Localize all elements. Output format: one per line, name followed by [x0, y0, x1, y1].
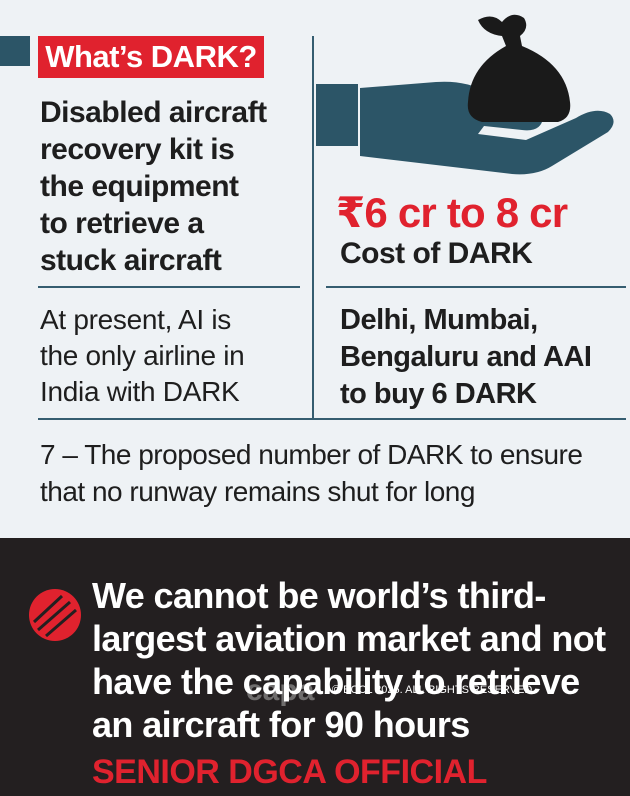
section-tag: What’s DARK? — [38, 36, 264, 78]
cost-amount: ₹6 cr to 8 cr — [336, 189, 568, 236]
cost-label: Cost of DARK — [340, 237, 533, 270]
definition-text: Disabled aircraft recovery kit is the eq… — [40, 94, 300, 279]
hand-with-money-bag-icon — [316, 14, 614, 175]
attribution: SENIOR DGCA OFFICIAL — [92, 753, 487, 791]
proposed-line: that no runway remains shut for long — [40, 476, 475, 507]
et-logo-icon — [29, 589, 81, 641]
vertical-divider — [312, 36, 314, 418]
quote-line: have the capability to retrieve — [92, 661, 580, 702]
present-note: At present, AI is the only airline in In… — [40, 302, 300, 410]
present-note-line: the only airline in — [40, 340, 245, 371]
definition-line: to retrieve a — [40, 207, 204, 240]
present-note-line: At present, AI is — [40, 304, 231, 335]
definition-line: Disabled aircraft — [40, 96, 267, 129]
definition-line: recovery kit is — [40, 133, 235, 166]
quote-line: We cannot be world’s third- — [92, 575, 546, 616]
bottom-divider — [38, 418, 626, 420]
definition-line: the equipment — [40, 170, 239, 203]
quote-text: We cannot be world’s third- largest avia… — [92, 574, 627, 746]
quote-line: an aircraft for 90 hours — [92, 704, 470, 745]
right-divider — [326, 286, 626, 288]
quote-panel — [0, 538, 630, 796]
proposed-text: 7 – The proposed number of DARK to ensur… — [40, 436, 625, 510]
quote-line: largest aviation market and not — [92, 618, 606, 659]
definition-line: stuck aircraft — [40, 244, 222, 277]
accent-bar — [0, 36, 30, 66]
buyers-line: Delhi, Mumbai, — [340, 304, 538, 336]
buyers-line: to buy 6 DARK — [340, 378, 537, 410]
present-note-line: India with DARK — [40, 376, 240, 407]
watermark: capa — [246, 674, 315, 707]
buyers-text: Delhi, Mumbai, Bengaluru and AAI to buy … — [340, 302, 625, 413]
copyright-notice: © BCCL 2025. ALL RIGHTS RESERVED. — [332, 684, 536, 696]
left-divider — [38, 286, 300, 288]
proposed-line: 7 – The proposed number of DARK to ensur… — [40, 439, 583, 470]
buyers-line: Bengaluru and AAI — [340, 341, 592, 373]
